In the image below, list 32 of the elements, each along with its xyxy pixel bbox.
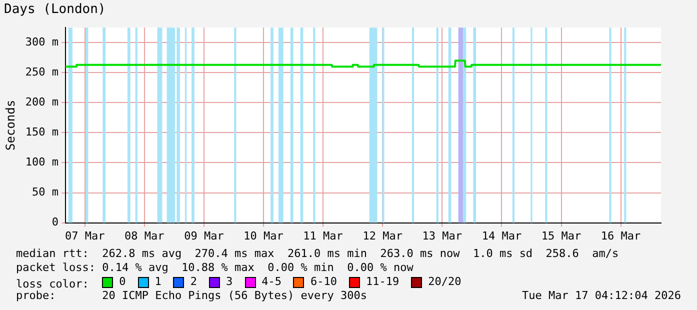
x-tick-label: 13 Mar [422,229,462,242]
text: loss color: [16,278,90,290]
y-tick-label: 250 m [25,66,59,79]
text: median rtt: 262.8 ms avg 270.4 ms max 261.0 ms min 263.0 ms now 1.0 ms sd 258.6 am/s [16,247,619,261]
legend-label: 4-5 [262,275,282,289]
y-tick-label: 100 m [25,156,59,169]
x-tick-label: 16 Mar [600,229,642,242]
y-tick-label: 200 m [25,96,59,109]
x-tick-label: 08 Mar [124,229,165,242]
text: probe: 20 ICMP Echo Pings (56 Bytes) every 300s [16,289,367,302]
y-axis-title: Seconds [3,100,18,150]
x-tick-label: 10 Mar [244,229,284,242]
legend-label: 2 [190,275,197,289]
y-tick-label: 50 m [32,186,59,199]
legend-label: 1 [154,275,162,289]
chart-title: Days (London) [4,2,106,17]
legend-label: 0 [119,275,126,289]
y-tick-label: 300 m [25,35,59,48]
text: packet loss: 0.14 % avg 10.88 % max 0.00 % min 0.00 % now [16,261,414,275]
x-tick-label: 14 Mar [482,229,522,242]
legend-label: 6-10 [310,275,337,289]
legend-label: 20/20 [428,275,462,289]
x-tick-label: 09 Mar [184,229,224,242]
x-tick-label: 11 Mar [303,229,344,242]
legend-label: 3 [226,275,233,289]
y-tick-label: 150 m [25,126,59,139]
y-tick-label: 0 [52,216,59,229]
x-tick-label: 12 Mar [362,229,403,242]
x-tick-label: 15 Mar [541,229,582,242]
text: Tue Mar 17 04:12:04 2026 [522,289,681,303]
x-tick-label: 07 Mar [64,229,106,242]
legend-label: 11-19 [366,275,400,289]
